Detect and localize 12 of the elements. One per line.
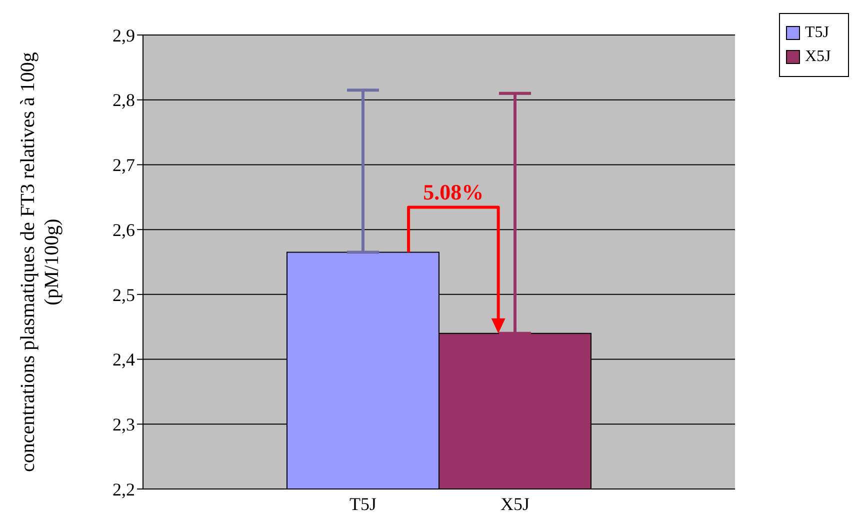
- y-tick-label: 2,3: [112, 414, 135, 435]
- y-tick-label: 2,4: [112, 350, 135, 370]
- annotation: 5.08%: [423, 179, 484, 204]
- y-tick-label: 2,5: [112, 284, 135, 305]
- y-tick-label: 2,9: [112, 25, 135, 46]
- y-tick-label: 2,8: [112, 90, 135, 110]
- y-tick-label: 2,7: [112, 155, 135, 176]
- y-tick-label: 2,2: [112, 479, 135, 500]
- y-tick-label: 2,6: [112, 220, 135, 240]
- legend-label: T5J: [805, 24, 829, 42]
- legend-label: X5J: [805, 48, 831, 66]
- y-axis-title: concentrations plasmatiques de FT3 relatives à 100g (pM/100g): [16, 51, 64, 474]
